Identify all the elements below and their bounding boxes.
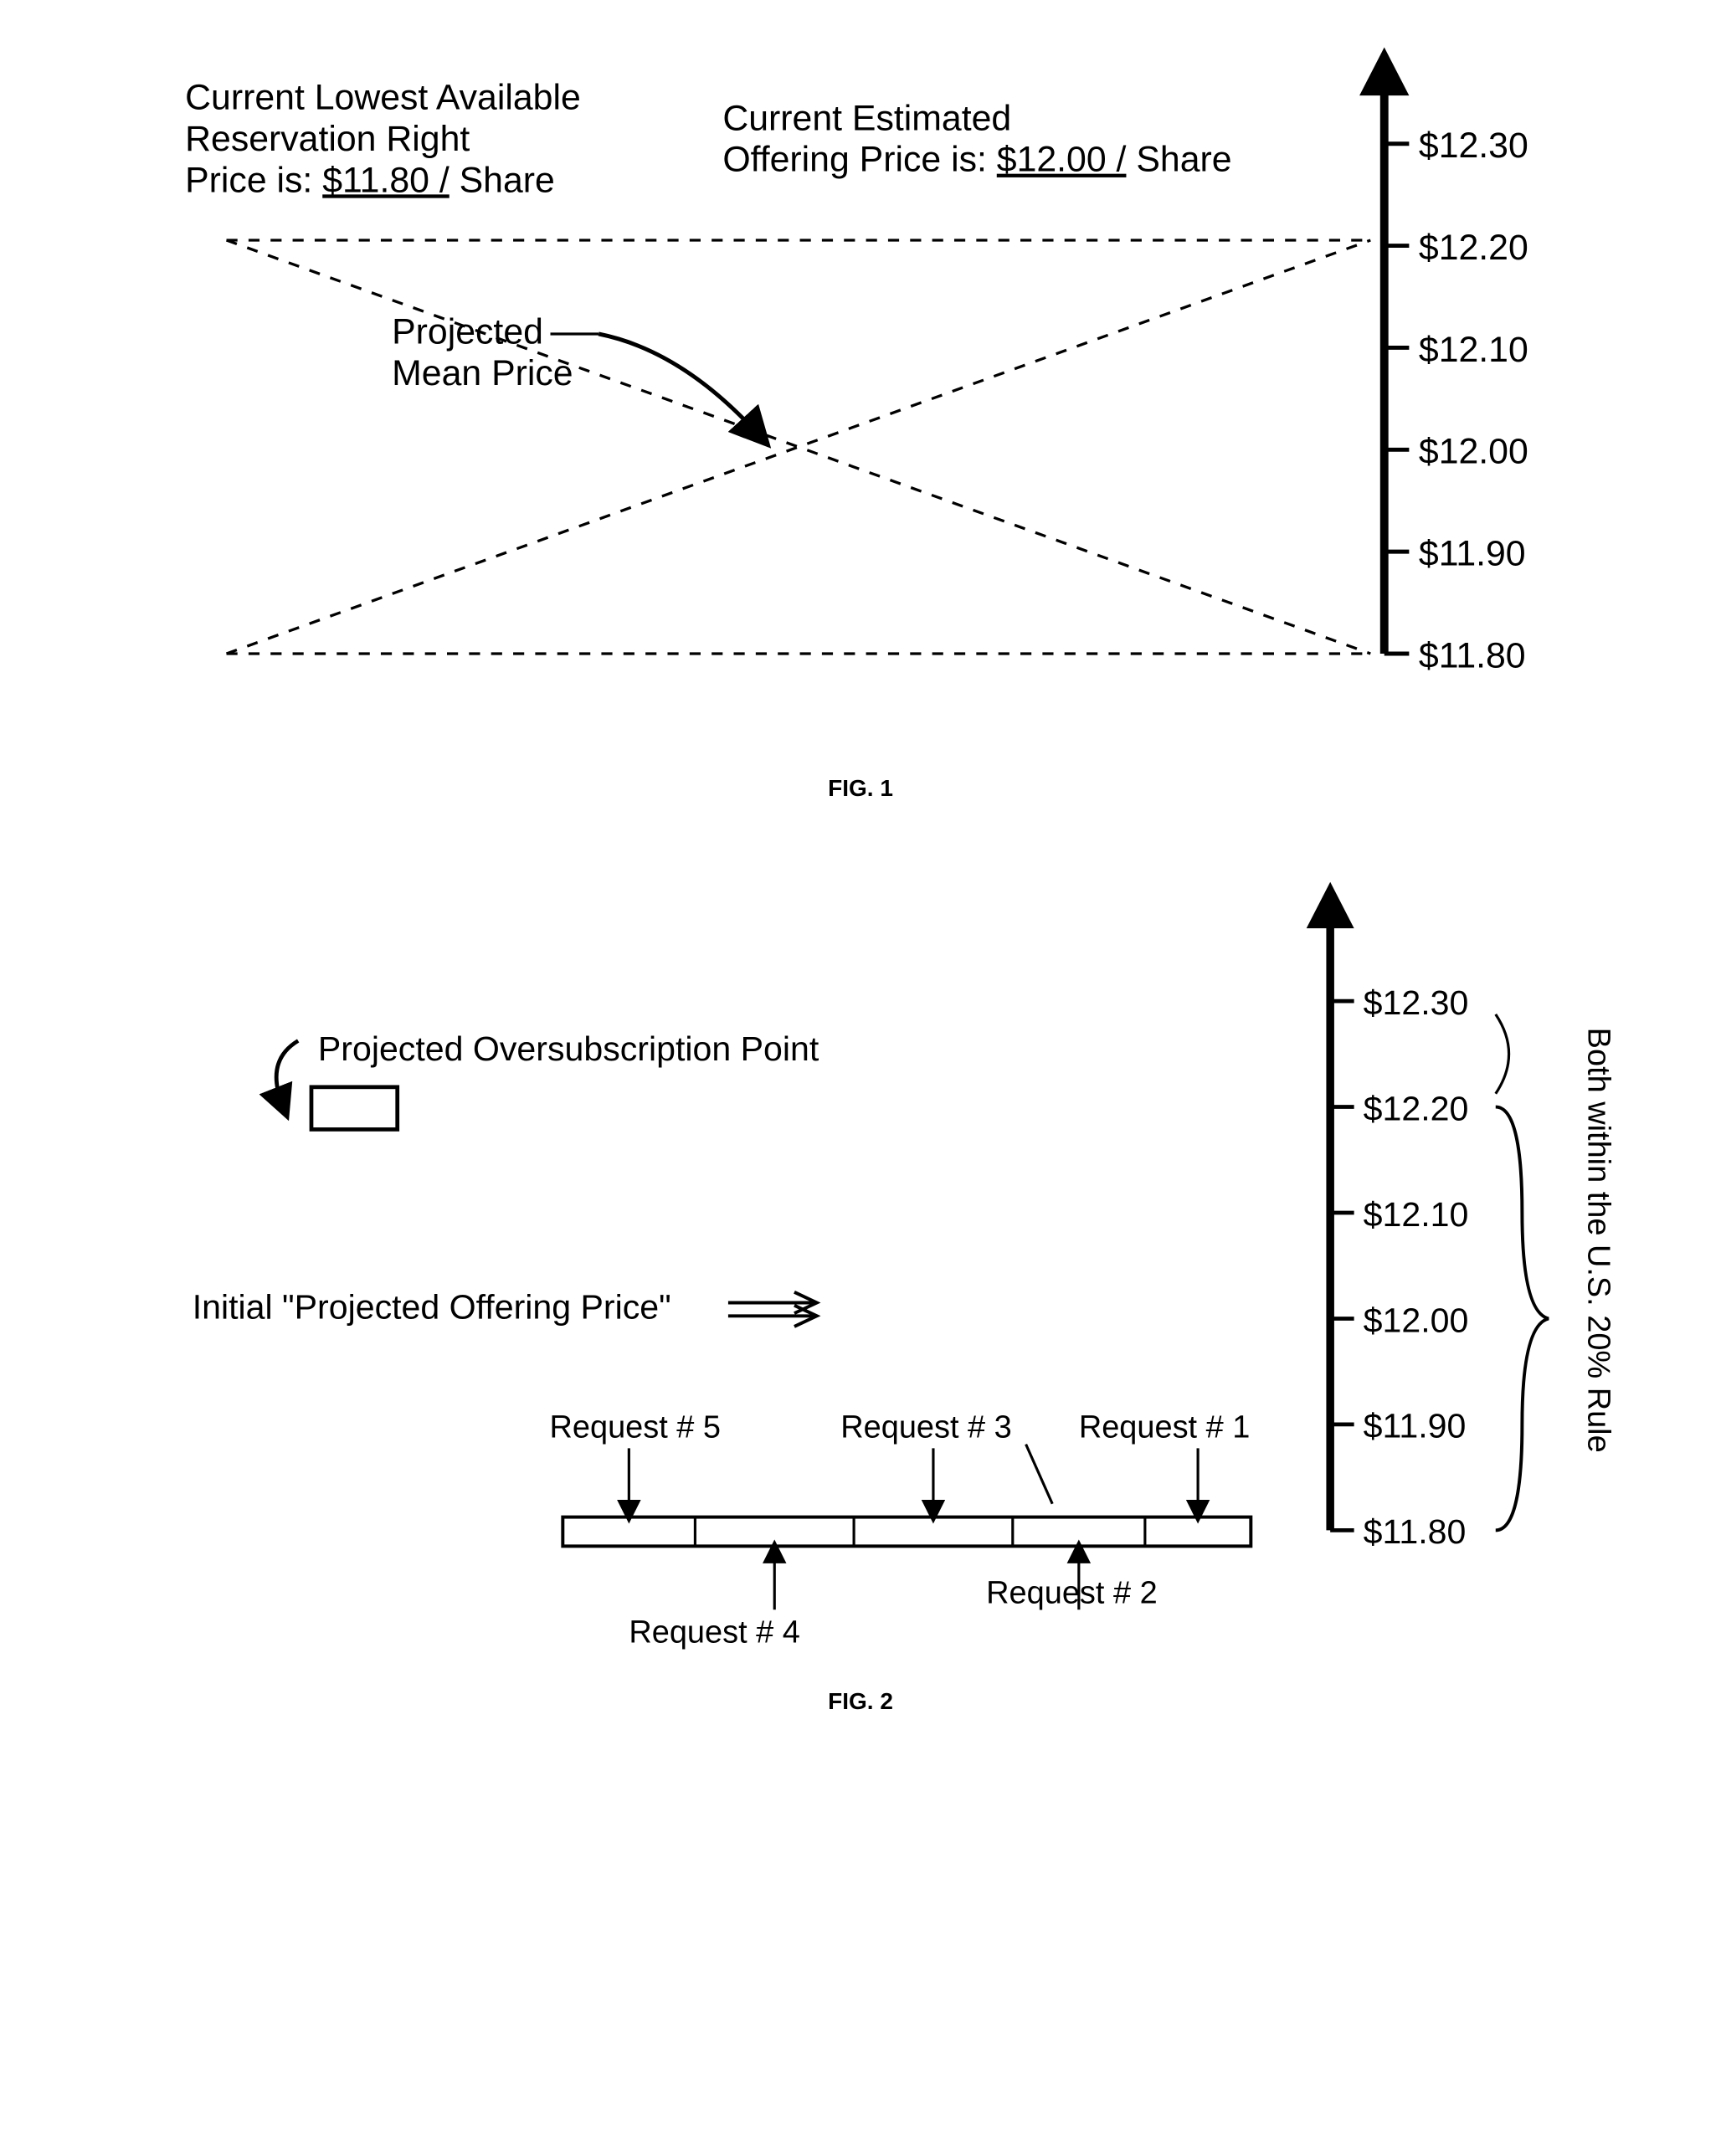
fig2-svg: $12.30 $12.20 $12.10 $12.00 $11.90 $11.8… <box>33 869 1688 1662</box>
fig2-slash <box>1026 1445 1053 1504</box>
fig2-req4-label: Request # 4 <box>629 1615 800 1650</box>
fig1-left-line3-underlined: $11.80 / <box>322 160 450 200</box>
fig1-right-line2-pre: Offering Price is: <box>722 140 996 180</box>
fig1-ticks: $12.30 $12.20 $12.10 $12.00 $11.90 $11.8… <box>1385 126 1528 675</box>
fig2-tick-label: $12.10 <box>1364 1195 1469 1234</box>
fig1-tick-label: $12.10 <box>1419 330 1528 370</box>
fig1-tick-label: $12.20 <box>1419 228 1528 268</box>
fig2-initial-label: Initial "Projected Offering Price" <box>193 1288 671 1327</box>
fig2-oversub-label: Projected Oversubscription Point <box>318 1029 819 1068</box>
fig2-brace <box>1496 1107 1549 1531</box>
fig2-tick-label: $11.90 <box>1364 1407 1467 1445</box>
fig1-tick-label: $12.30 <box>1419 126 1528 166</box>
fig1-left-line3: Price is: $11.80 / Share <box>185 160 555 200</box>
fig1-tick-label: $11.80 <box>1419 635 1526 675</box>
fig2-ticks: $12.30 $12.20 $12.10 $12.00 $11.90 $11.8… <box>1330 983 1468 1551</box>
fig2-tick-label: $12.00 <box>1364 1301 1469 1340</box>
fig1-tick-label: $12.00 <box>1419 432 1528 472</box>
fig1-left-line2: Reservation Right <box>185 119 470 159</box>
fig1-svg: $12.30 $12.20 $12.10 $12.00 $11.90 $11.8… <box>33 33 1688 750</box>
fig2-req3-label: Request # 3 <box>840 1410 1012 1445</box>
fig1-label-left: Current Lowest Available Reservation Rig… <box>185 78 581 201</box>
fig2-req1-label: Request # 1 <box>1079 1410 1250 1445</box>
fig2-oversub-arrow <box>276 1041 298 1105</box>
fig1-pm-line2: Mean Price <box>392 353 573 393</box>
fig2-tick-label: $12.30 <box>1364 983 1469 1022</box>
fig2-title: FIG. 2 <box>33 1688 1688 1715</box>
fig2-tick-label: $12.20 <box>1364 1090 1469 1128</box>
fig1-dashed-lines <box>227 240 1371 654</box>
fig1-right-line2-underlined: $12.00 / <box>997 140 1127 180</box>
fig1-projected-mean-label: Projected Mean Price <box>392 311 573 393</box>
figure-1: $12.30 $12.20 $12.10 $12.00 $11.90 $11.8… <box>33 33 1688 802</box>
fig1-right-line1: Current Estimated <box>722 98 1011 138</box>
fig2-req5-label: Request # 5 <box>550 1410 721 1445</box>
fig2-request-bar <box>563 1517 1251 1547</box>
fig2-double-arrow-icon <box>728 1292 817 1327</box>
fig1-axis-arrowhead <box>1359 47 1409 95</box>
fig1-tick-label: $11.90 <box>1419 534 1526 574</box>
fig2-side-label: Both within the U.S. 20% Rule <box>1580 1028 1616 1453</box>
fig2-oversub-box <box>311 1087 398 1130</box>
fig1-right-line2-post: Share <box>1126 140 1231 180</box>
fig1-left-line1: Current Lowest Available <box>185 78 581 118</box>
fig1-title: FIG. 1 <box>33 775 1688 802</box>
fig2-req2-label: Request # 2 <box>986 1576 1158 1611</box>
fig2-axis-arrowhead <box>1307 882 1354 928</box>
fig2-small-arc <box>1496 1014 1509 1094</box>
fig1-pm-line1: Projected <box>392 311 543 352</box>
figure-2: $12.30 $12.20 $12.10 $12.00 $11.90 $11.8… <box>33 869 1688 1714</box>
fig1-label-right: Current Estimated Offering Price is: $12… <box>722 98 1231 179</box>
fig1-left-line3-post: Share <box>450 160 555 200</box>
fig1-right-line2: Offering Price is: $12.00 / Share <box>722 140 1231 180</box>
fig2-tick-label: $11.80 <box>1364 1512 1467 1551</box>
fig1-left-line3-pre: Price is: <box>185 160 322 200</box>
